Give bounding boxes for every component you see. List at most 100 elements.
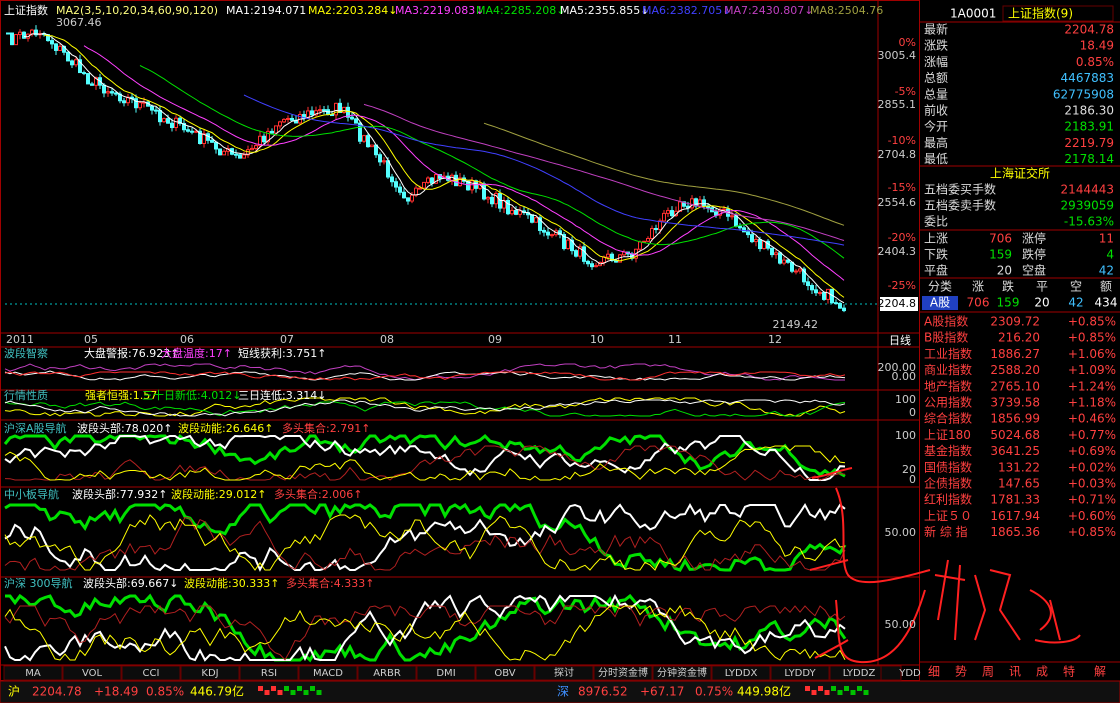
tab[interactable]: VOL: [82, 668, 103, 679]
tab[interactable]: DMI: [436, 668, 455, 679]
tab[interactable]: MACD: [313, 668, 343, 679]
candle-body: [810, 285, 814, 291]
candle-body: [534, 217, 538, 223]
index-value: 3739.58: [990, 396, 1040, 410]
side-tab[interactable]: 细: [928, 665, 940, 679]
breadth-label: 空盘: [1022, 263, 1046, 278]
index-value: 3641.25: [990, 444, 1040, 458]
candle-body: [86, 73, 90, 85]
period: 日线: [889, 333, 911, 347]
side-tab[interactable]: 成: [1036, 665, 1048, 679]
tab: [239, 665, 299, 681]
tab[interactable]: CCI: [143, 668, 160, 679]
quote-label: 涨幅: [924, 54, 948, 69]
side-tab[interactable]: 特: [1063, 664, 1075, 679]
class-cell: 20: [1034, 296, 1049, 310]
candle-body: [382, 160, 386, 163]
side-tab[interactable]: 周: [982, 665, 994, 679]
quote-value: 18.49: [1080, 39, 1114, 53]
candle-body: [430, 177, 434, 184]
candle-body: [738, 225, 742, 229]
tab[interactable]: 探讨: [554, 666, 574, 679]
panel-tick: 0.00: [892, 370, 917, 383]
pct-tick: -25%: [888, 279, 916, 292]
index-value: 147.65: [998, 477, 1040, 491]
candle-body: [818, 292, 822, 295]
candle-body: [838, 302, 842, 309]
index-value: 2588.20: [990, 363, 1040, 377]
candle-body: [722, 208, 726, 211]
price-tick: 3005.4: [878, 49, 917, 62]
indicator-line: [4, 605, 846, 661]
index-change: +0.60%: [1068, 509, 1116, 523]
candle-body: [594, 265, 598, 268]
index-name: 上证180: [924, 428, 971, 442]
ma-label: MA7:2430.807↓: [724, 4, 813, 17]
candle-body: [210, 139, 214, 143]
candle-body: [650, 227, 654, 239]
quote-value: 2186.30: [1064, 104, 1114, 118]
candle-body: [422, 181, 426, 189]
tab: [298, 665, 358, 681]
candle-body: [282, 118, 286, 123]
candle-body: [162, 118, 166, 123]
low-label: 2149.42: [773, 318, 819, 331]
tab[interactable]: 分钟资金博: [657, 666, 707, 679]
candle-body: [58, 45, 62, 51]
candle-body: [690, 198, 694, 209]
index-name: 国债指数: [924, 459, 972, 474]
status-item: 449.98亿: [737, 684, 791, 699]
index-change: +0.71%: [1068, 493, 1116, 507]
indicator-line: [4, 516, 846, 571]
candle-body: [82, 72, 86, 75]
candle-body: [386, 160, 390, 178]
tab[interactable]: YDD: [898, 668, 921, 679]
candle-body: [794, 270, 798, 273]
indicator-line: [4, 502, 846, 572]
candle-body: [182, 122, 186, 131]
candle-body: [310, 110, 314, 116]
candle-body: [106, 91, 110, 94]
status-bar: [271, 686, 276, 691]
tab[interactable]: KDJ: [201, 668, 218, 679]
tab[interactable]: LYDDX: [725, 668, 758, 679]
candle-body: [730, 215, 734, 218]
tab[interactable]: 分时资金博: [598, 666, 648, 679]
index-value: 1617.94: [990, 509, 1040, 523]
candle-body: [374, 144, 378, 156]
candle-body: [346, 106, 350, 118]
tab[interactable]: RSI: [261, 668, 277, 679]
tab[interactable]: LYDDY: [784, 668, 816, 679]
tab[interactable]: ARBR: [373, 668, 401, 679]
quote-value: 2178.14: [1064, 152, 1114, 166]
class-header: 跌: [1002, 279, 1014, 294]
breadth-label: 涨停: [1022, 231, 1046, 246]
status-bar: [863, 690, 869, 695]
order-label: 委比: [924, 215, 948, 229]
side-tab[interactable]: 解: [1094, 665, 1106, 679]
quote-label: 最高: [924, 135, 948, 150]
tab[interactable]: OBV: [494, 668, 515, 679]
indicator-line: [4, 593, 846, 662]
status-bar: [297, 686, 302, 691]
ma-label: MA1:2194.071: [226, 4, 306, 17]
side-tab[interactable]: 讯: [1009, 665, 1021, 679]
tab: [770, 665, 830, 681]
status-item: 0.85%: [146, 685, 184, 699]
breadth-value: 4: [1106, 248, 1114, 262]
candle-body: [110, 91, 114, 94]
candle-body: [822, 292, 826, 300]
moving-average: [23, 32, 845, 304]
panel-tick: 20: [902, 463, 916, 476]
candle-body: [366, 135, 370, 148]
index-name: 工业指数: [924, 346, 972, 361]
side-tab[interactable]: 势: [955, 665, 967, 679]
tab[interactable]: MA: [25, 668, 41, 679]
quote-label: 总量: [924, 87, 948, 101]
candle-body: [750, 234, 754, 243]
index-change: +1.06%: [1068, 347, 1116, 361]
candle-body: [482, 183, 486, 200]
tab[interactable]: LYDDZ: [843, 668, 876, 679]
panel-item: 三十日新低:4.012↓: [142, 388, 241, 402]
